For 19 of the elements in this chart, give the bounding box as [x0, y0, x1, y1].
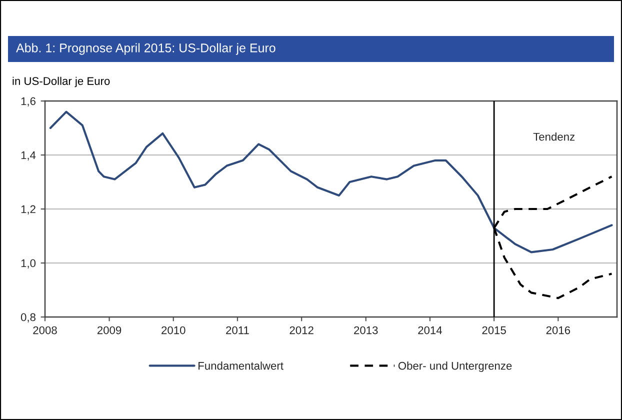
y-tick-label: 1,4 [21, 151, 36, 160]
x-tick-label: 2009 [97, 326, 122, 334]
legend-label: Ober- und Untergrenze [398, 362, 512, 372]
chart-title: Abb. 1: Prognose April 2015: US-Dollar je Euro [16, 43, 276, 55]
annotation: Tendenz [533, 132, 575, 141]
y-tick-label: 0,8 [20, 313, 36, 322]
x-tick-label: 2016 [546, 326, 570, 334]
x-tick-label: 2012 [290, 326, 314, 334]
x-tick-label: 2010 [162, 326, 186, 334]
x-tick-label: 2011 [226, 326, 249, 334]
x-tick-label: 2008 [33, 326, 57, 334]
y-tick-label: 1,6 [21, 97, 36, 106]
y-tick-label: 1,0 [21, 259, 36, 268]
x-tick-label: 2015 [482, 326, 506, 334]
x-tick-label: 2013 [354, 326, 378, 334]
x-tick-label: 2014 [418, 326, 442, 334]
y-axis-title: in US-Dollar je Euro [12, 76, 110, 88]
legend-label: Fundamentalwert [198, 362, 284, 370]
y-tick-label: 1,2 [21, 205, 36, 214]
